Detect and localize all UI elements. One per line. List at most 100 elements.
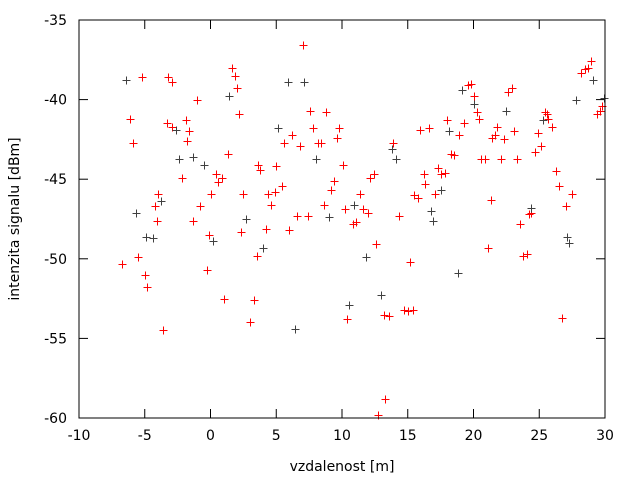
data-point xyxy=(196,202,205,211)
data-point xyxy=(203,266,212,275)
data-point xyxy=(525,210,534,219)
data-point xyxy=(537,142,546,151)
data-point xyxy=(504,88,513,97)
x-axis-label: vzdalenost [m] xyxy=(290,459,395,475)
data-point xyxy=(300,78,309,87)
data-point xyxy=(278,182,287,191)
data-point xyxy=(193,96,202,105)
data-point xyxy=(372,240,381,249)
data-point xyxy=(370,170,379,179)
data-point xyxy=(441,169,450,178)
data-point xyxy=(345,301,354,310)
data-point xyxy=(291,325,300,334)
data-point xyxy=(271,188,280,197)
data-point xyxy=(164,73,173,82)
x-tick-label: 20 xyxy=(465,428,483,444)
data-point xyxy=(189,217,198,226)
data-point xyxy=(385,312,394,321)
data-point xyxy=(149,234,158,243)
data-point xyxy=(343,315,352,324)
data-point xyxy=(285,226,294,235)
data-point xyxy=(143,283,152,292)
data-point xyxy=(475,115,484,124)
data-point xyxy=(584,64,593,73)
data-point xyxy=(159,326,168,335)
y-tick-label: -50 xyxy=(44,252,67,268)
data-point xyxy=(330,177,339,186)
data-point xyxy=(491,131,500,140)
data-point xyxy=(539,116,548,125)
data-point xyxy=(320,201,329,210)
series-0 xyxy=(118,41,607,420)
data-point xyxy=(513,155,522,164)
data-point xyxy=(416,126,425,135)
data-point xyxy=(508,84,517,93)
data-point xyxy=(421,180,430,189)
data-point xyxy=(153,217,162,226)
data-point xyxy=(534,129,543,138)
data-point xyxy=(272,162,281,171)
data-point xyxy=(527,204,536,213)
y-tick-label: -60 xyxy=(44,411,67,427)
data-point xyxy=(253,252,262,261)
data-point xyxy=(352,218,361,227)
data-point xyxy=(427,207,436,216)
data-point xyxy=(132,209,141,218)
data-point xyxy=(246,318,255,327)
data-point xyxy=(519,252,528,261)
data-point xyxy=(267,201,276,210)
data-point xyxy=(157,197,166,206)
data-point xyxy=(317,139,326,148)
x-tick-label: 30 xyxy=(596,428,614,444)
data-point xyxy=(558,314,567,323)
y-tick-label: -45 xyxy=(44,172,67,188)
data-point xyxy=(118,260,127,269)
data-points xyxy=(118,41,609,420)
data-point xyxy=(309,124,318,133)
data-point xyxy=(205,231,214,240)
data-point xyxy=(122,76,131,85)
data-point xyxy=(126,115,135,124)
data-point xyxy=(377,291,386,300)
data-point xyxy=(163,119,172,128)
y-tick-label: -35 xyxy=(44,13,67,29)
y-tick-label: -40 xyxy=(44,93,67,109)
data-point xyxy=(154,190,163,199)
data-point xyxy=(327,186,336,195)
data-point xyxy=(445,127,454,136)
data-point xyxy=(178,174,187,183)
data-point xyxy=(341,205,350,214)
x-tick-label: 25 xyxy=(530,428,548,444)
data-point xyxy=(296,142,305,151)
data-point xyxy=(454,269,463,278)
data-point xyxy=(335,124,344,133)
data-point xyxy=(220,295,229,304)
data-point xyxy=(256,166,265,175)
data-point xyxy=(212,170,221,179)
data-point xyxy=(497,155,506,164)
data-point xyxy=(467,80,476,89)
data-point xyxy=(264,190,273,199)
data-point xyxy=(473,108,482,117)
data-point xyxy=(284,78,293,87)
data-point xyxy=(450,151,459,160)
data-point xyxy=(577,69,586,78)
data-point xyxy=(392,155,401,164)
data-point xyxy=(460,119,469,128)
x-tick-label: 15 xyxy=(399,428,417,444)
data-point xyxy=(185,127,194,136)
data-point xyxy=(237,228,246,237)
x-tick-label: 0 xyxy=(206,428,215,444)
data-point xyxy=(425,124,434,133)
data-point xyxy=(500,135,509,144)
data-point xyxy=(414,194,423,203)
data-point xyxy=(225,92,234,101)
data-point xyxy=(587,57,596,66)
data-point xyxy=(235,110,244,119)
data-point xyxy=(299,41,308,50)
data-point xyxy=(134,253,143,262)
data-point xyxy=(209,237,218,246)
data-point xyxy=(543,110,552,119)
data-point xyxy=(304,212,313,221)
